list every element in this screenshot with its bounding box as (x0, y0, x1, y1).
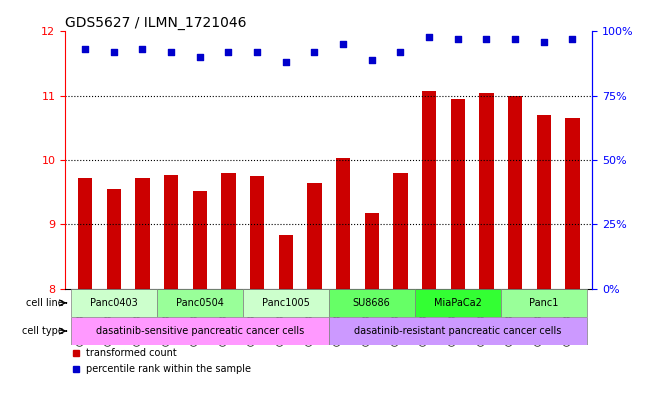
Bar (479, 93, 493, 289)
Point (281, 59, 291, 66)
Bar (365, 213, 379, 289)
Bar (193, 191, 207, 289)
Point (137, 46, 148, 53)
Point (481, 36, 492, 42)
Bar (279, 235, 293, 289)
Point (538, 39, 549, 45)
FancyBboxPatch shape (243, 289, 329, 317)
Point (567, 36, 577, 42)
Point (195, 54, 205, 60)
Bar (107, 189, 121, 289)
Text: Panc1005: Panc1005 (262, 298, 310, 308)
Point (510, 36, 520, 42)
Text: percentile rank within the sample: percentile rank within the sample (86, 364, 251, 374)
FancyBboxPatch shape (329, 317, 587, 345)
FancyBboxPatch shape (415, 289, 501, 317)
Point (166, 49, 176, 55)
Point (395, 49, 406, 55)
FancyBboxPatch shape (71, 289, 157, 317)
Point (223, 49, 234, 55)
Point (309, 49, 320, 55)
Bar (450, 99, 465, 289)
Text: cell line: cell line (27, 298, 64, 308)
Bar (164, 175, 178, 289)
FancyBboxPatch shape (501, 289, 587, 317)
Text: GDS5627 / ILMN_1721046: GDS5627 / ILMN_1721046 (65, 16, 247, 30)
Point (338, 41, 348, 48)
Text: Panc0504: Panc0504 (176, 298, 224, 308)
Text: dasatinib-sensitive pancreatic cancer cells: dasatinib-sensitive pancreatic cancer ce… (96, 326, 304, 336)
Point (252, 49, 262, 55)
Point (424, 33, 434, 40)
Text: transformed count: transformed count (86, 348, 177, 358)
FancyBboxPatch shape (71, 317, 329, 345)
Point (109, 49, 119, 55)
Text: cell type: cell type (22, 326, 64, 336)
Point (80, 46, 90, 53)
Bar (393, 173, 408, 289)
Point (367, 57, 377, 63)
Text: MiaPaCa2: MiaPaCa2 (434, 298, 482, 308)
Text: Panc0403: Panc0403 (90, 298, 138, 308)
Bar (422, 91, 436, 289)
Bar (307, 183, 322, 289)
Bar (565, 118, 579, 289)
Text: Panc1: Panc1 (529, 298, 559, 308)
Bar (508, 96, 522, 289)
Bar (336, 158, 350, 289)
Text: SU8686: SU8686 (353, 298, 391, 308)
FancyBboxPatch shape (329, 289, 415, 317)
Bar (536, 115, 551, 289)
Bar (135, 178, 150, 289)
Bar (250, 176, 264, 289)
Point (452, 36, 463, 42)
Bar (221, 173, 236, 289)
Text: dasatinib-resistant pancreatic cancer cells: dasatinib-resistant pancreatic cancer ce… (354, 326, 561, 336)
FancyBboxPatch shape (157, 289, 243, 317)
Bar (78, 178, 92, 289)
